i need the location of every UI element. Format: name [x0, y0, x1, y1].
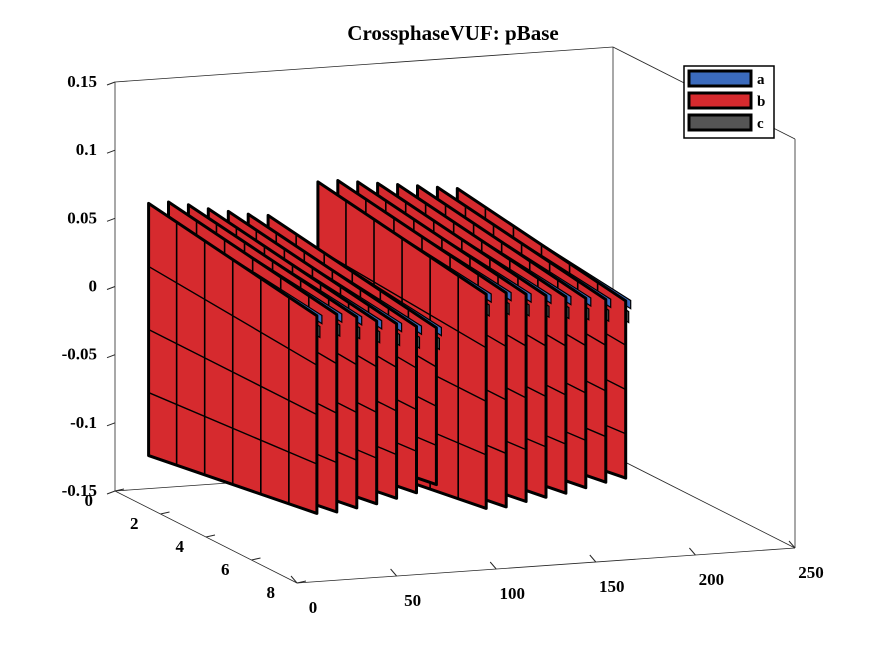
z-tick-label: 0 [89, 277, 98, 296]
plot-area [147, 179, 632, 515]
z-tick-mark [106, 286, 116, 290]
box-edge [612, 455, 796, 549]
z-tick-label: -0.1 [70, 413, 97, 432]
y-tick-label: 150 [599, 577, 625, 596]
x-tick-mark [114, 488, 125, 492]
panel-grid-line [148, 265, 318, 366]
x-tick-mark [296, 580, 307, 584]
z-tick-mark [106, 81, 116, 86]
ribbon-group [147, 201, 323, 515]
z-tick-mark [106, 149, 116, 154]
x-tick-mark [251, 557, 261, 561]
y-tick-mark [589, 554, 597, 563]
z-tick-mark [106, 422, 116, 427]
y-tick-label: 100 [499, 584, 525, 603]
panel-grid-line [317, 248, 487, 349]
y-tick-label: 50 [404, 591, 421, 610]
legend-swatch-a [687, 69, 753, 88]
y-tick-label: 200 [699, 570, 725, 589]
z-tick-label: -0.15 [62, 481, 97, 500]
legend-label-c: c [757, 116, 764, 132]
legend-swatch-b [687, 91, 753, 110]
x-tick-mark [205, 534, 216, 538]
y-tick-mark [290, 575, 298, 584]
x-tick-label: 8 [267, 583, 276, 602]
x-tick-label: 4 [176, 537, 185, 556]
panel-grid-line [148, 391, 318, 465]
panel-grid-line [148, 328, 318, 416]
z-tick-label: 0.1 [76, 140, 97, 159]
z-tick-label: -0.05 [62, 345, 97, 364]
z-tick-label: 0.15 [67, 72, 97, 91]
z-tick-mark [106, 490, 116, 495]
chart-title: CrossphaseVUF: pBase [347, 21, 558, 45]
z-tick-mark [106, 354, 116, 359]
y-tick-label: 250 [798, 563, 824, 582]
x-tick-mark [160, 511, 170, 515]
x-tick-label: 6 [221, 560, 230, 579]
y-tick-label: 0 [309, 598, 318, 617]
y-tick-mark [489, 561, 497, 570]
y-tick-mark [689, 547, 696, 556]
y-tick-mark [390, 568, 397, 577]
legend-label-a: a [757, 72, 765, 88]
z-tick-label: 0.05 [67, 208, 97, 227]
box-edge [114, 46, 614, 83]
z-tick-mark [106, 217, 116, 222]
legend-label-b: b [757, 94, 765, 110]
x-tick-label: 0 [85, 491, 94, 510]
legend-swatch-c [687, 113, 753, 132]
box-edge [296, 547, 796, 584]
y-tick-mark [788, 540, 796, 549]
legend: abc [683, 65, 775, 139]
x-tick-label: 2 [130, 514, 139, 533]
